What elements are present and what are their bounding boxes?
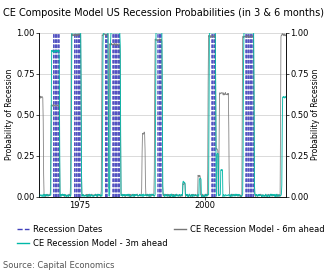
- Legend: Recession Dates, CE Recession Model - 3m ahead, CE Recession Model - 6m ahead: Recession Dates, CE Recession Model - 3m…: [14, 222, 325, 251]
- Y-axis label: Probability of Recession: Probability of Recession: [5, 69, 14, 160]
- Text: CE Composite Model US Recession Probabilities (in 3 & 6 months): CE Composite Model US Recession Probabil…: [3, 8, 324, 18]
- Y-axis label: Probability of Recession: Probability of Recession: [311, 69, 320, 160]
- Text: Source: Capital Economics: Source: Capital Economics: [3, 261, 115, 270]
